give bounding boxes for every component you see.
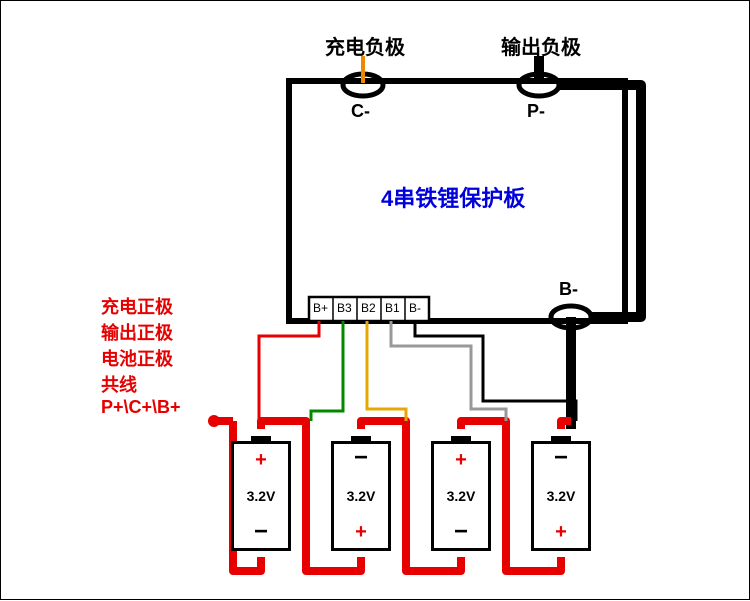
pin-b1: B1 [385, 301, 400, 315]
label-c-minus: C- [351, 101, 370, 122]
label-p-minus: P- [527, 101, 545, 122]
board-title: 4串铁锂保护板 [381, 181, 525, 213]
label-charge-neg-top: 充电负极 [325, 31, 405, 60]
battery-3: + 3.2V − [431, 441, 491, 551]
wire-balance-b2 [367, 321, 406, 421]
pin-b-plus: B+ [313, 301, 328, 315]
label-output-neg-top: 输出负极 [501, 31, 581, 60]
pin-b2: B2 [361, 301, 376, 315]
side-text-0: 充电正极 [101, 293, 173, 319]
side-text-1: 输出正极 [101, 319, 173, 345]
battery-4: − 3.2V + [531, 441, 591, 551]
side-text-2: 电池正极 [101, 345, 173, 371]
side-text-4: P+\C+\B+ [101, 397, 181, 418]
common-positive-terminal [208, 415, 220, 427]
side-text-3: 共线 [101, 371, 137, 397]
pin-b-minus: B- [409, 301, 421, 315]
pin-b3: B3 [337, 301, 352, 315]
label-b-minus: B- [559, 279, 578, 300]
battery-2: − 3.2V + [331, 441, 391, 551]
diagram-canvas: 充电负极 输出负极 C- P- B- 4串铁锂保护板 B+ B3 B2 B1 B… [0, 0, 750, 600]
battery-1: + 3.2V − [231, 441, 291, 551]
wire-balance-bminus [415, 321, 576, 421]
